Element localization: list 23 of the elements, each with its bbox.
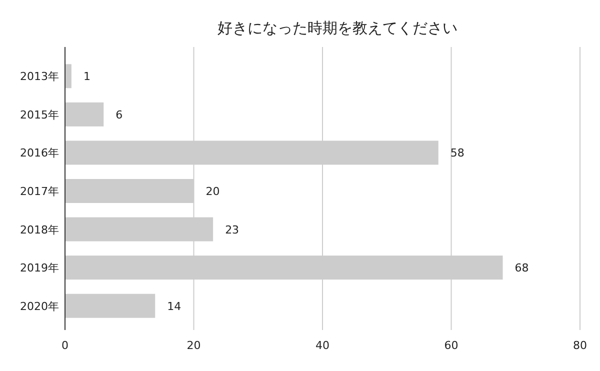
data-label: 68: [514, 262, 529, 275]
x-tick-label: 60: [444, 339, 458, 352]
data-label: 58: [450, 146, 464, 160]
x-tick-label: 0: [62, 339, 68, 352]
data-label: 1: [83, 70, 90, 84]
x-tick-label: 40: [316, 339, 330, 352]
data-label: 23: [225, 223, 240, 236]
bar: [65, 64, 72, 88]
y-tick-label: 2017年: [20, 185, 59, 198]
y-tick-label: 2016年: [20, 146, 59, 160]
bar: [65, 294, 156, 318]
data-label: 6: [116, 108, 123, 122]
chart-title: 好きになった時期を教えてください: [218, 19, 458, 37]
bar: [65, 102, 104, 126]
y-tick-label: 2013年: [20, 70, 59, 84]
y-tick-label: 2020年: [20, 300, 59, 313]
data-label: 14: [167, 300, 182, 313]
data-label: 20: [206, 185, 220, 198]
x-tick-label: 20: [186, 339, 201, 352]
x-tick-label: 80: [573, 339, 587, 352]
y-tick-label: 2018年: [20, 223, 59, 236]
y-tick-label: 2019年: [20, 262, 59, 275]
y-tick-label: 2015年: [20, 108, 59, 122]
